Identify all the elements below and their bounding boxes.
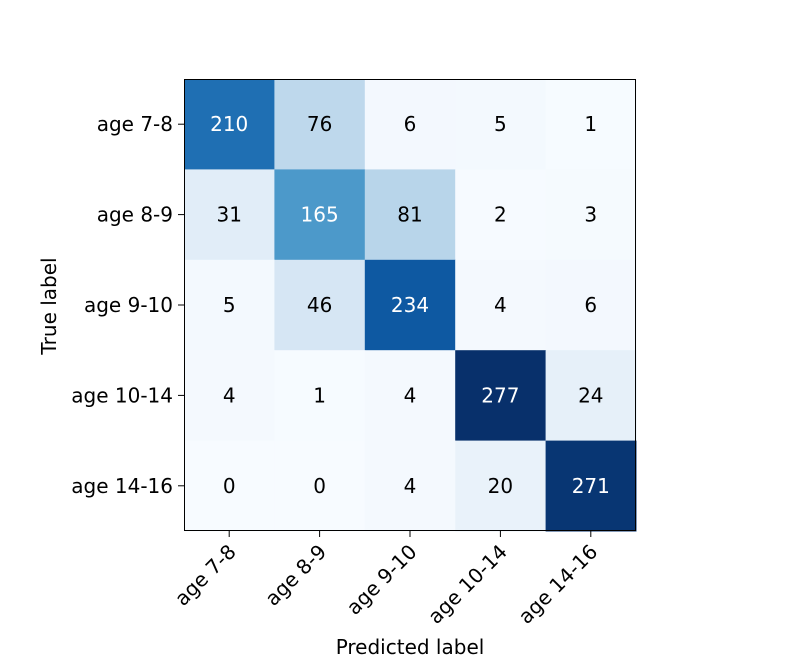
heatmap-cell <box>274 350 366 442</box>
heatmap-cell <box>364 350 456 442</box>
heatmap-cells <box>184 79 637 532</box>
heatmap-cell <box>545 350 637 442</box>
x-tick-label: age 7-8 <box>170 540 241 611</box>
cell-value-label: 1 <box>313 383 326 407</box>
cell-value-label: 2 <box>494 203 507 227</box>
heatmap-cell <box>545 259 637 351</box>
heatmap-cell <box>545 440 637 532</box>
heatmap-cell <box>545 79 637 170</box>
y-tick-label: age 14-16 <box>71 474 173 498</box>
x-tick-label: age 8-9 <box>260 540 331 611</box>
heatmap-cell <box>274 79 366 170</box>
heatmap-cell <box>274 440 366 532</box>
cell-value-label: 4 <box>494 293 507 317</box>
cell-value-label: 6 <box>584 293 597 317</box>
heatmap-cell <box>364 259 456 351</box>
x-tick-label: age 9-10 <box>342 540 422 620</box>
heatmap-cell <box>455 350 547 442</box>
cell-value-label: 234 <box>391 293 429 317</box>
cell-value-label: 210 <box>210 112 248 136</box>
cell-value-label: 271 <box>572 474 610 498</box>
heatmap-cell <box>455 169 547 261</box>
cell-value-label: 46 <box>307 293 332 317</box>
heatmap-cell <box>184 440 275 532</box>
cell-value-label: 24 <box>578 383 603 407</box>
heatmap-cell <box>364 440 456 532</box>
heatmap-cell <box>455 259 547 351</box>
heatmap-cell <box>364 169 456 261</box>
heatmap-cell <box>184 259 275 351</box>
heatmap-cell <box>184 350 275 442</box>
cell-value-label: 277 <box>481 383 519 407</box>
cell-value-label: 5 <box>223 293 236 317</box>
y-axis: age 7-8 age 8-9 age 9-10 age 10-14 age 14-16 <box>71 112 184 498</box>
cell-value-label: 1 <box>584 112 597 136</box>
cell-value-label: 3 <box>584 203 597 227</box>
y-tick-label: age 10-14 <box>71 383 173 407</box>
cell-value-label: 0 <box>223 474 236 498</box>
heatmap-cell <box>455 440 547 532</box>
heatmap-cell <box>455 79 547 170</box>
cell-value-label: 0 <box>313 474 326 498</box>
x-tick-label: age 14-16 <box>513 540 602 629</box>
heatmap-cell <box>274 169 366 261</box>
cell-value-labels: 210 76 6 5 131 165 81 2 35 46 234 4 64 1 4 277 240 0 4 20 27… <box>210 112 610 498</box>
cell-value-label: 6 <box>404 112 417 136</box>
cell-value-label: 31 <box>216 203 241 227</box>
x-axis: age 7-8 age 8-9 age 9-10 age 10-14 age 14-16 <box>170 531 602 629</box>
y-tick-label: age 7-8 <box>97 112 173 136</box>
heatmap-cell <box>545 169 637 261</box>
x-axis-label: Predicted label <box>336 635 485 659</box>
cell-value-label: 165 <box>301 203 339 227</box>
heatmap-cell <box>274 259 366 351</box>
cell-value-label: 20 <box>488 474 513 498</box>
heatmap-cell <box>364 79 456 170</box>
cell-value-label: 5 <box>494 112 507 136</box>
heatmap-cell <box>184 169 275 261</box>
cell-value-label: 4 <box>404 383 417 407</box>
y-tick-label: age 9-10 <box>84 293 173 317</box>
cell-value-label: 4 <box>404 474 417 498</box>
y-axis-label: True label <box>37 257 61 355</box>
cell-value-label: 81 <box>397 203 422 227</box>
y-tick-label: age 8-9 <box>97 203 173 227</box>
cell-value-label: 4 <box>223 383 236 407</box>
plot-frame <box>184 79 636 531</box>
x-tick-label: age 10-14 <box>423 540 512 629</box>
heatmap-cell <box>184 79 275 170</box>
cell-value-label: 76 <box>307 112 332 136</box>
